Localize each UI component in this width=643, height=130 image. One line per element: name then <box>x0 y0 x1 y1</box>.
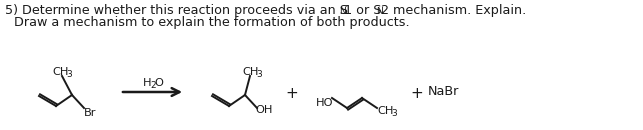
Text: CH: CH <box>377 106 394 116</box>
Text: O: O <box>154 78 163 88</box>
Text: NaBr: NaBr <box>428 85 459 98</box>
Text: +: + <box>410 86 422 101</box>
Text: 3: 3 <box>256 70 262 79</box>
Text: HO: HO <box>316 98 334 108</box>
Text: 1 or S: 1 or S <box>344 4 381 17</box>
Text: 3: 3 <box>66 70 72 79</box>
Text: CH: CH <box>242 67 258 77</box>
Text: Br: Br <box>84 108 96 118</box>
Text: +: + <box>285 86 298 101</box>
Text: N: N <box>339 8 346 17</box>
Text: CH: CH <box>52 67 69 77</box>
Text: Draw a mechanism to explain the formation of both products.: Draw a mechanism to explain the formatio… <box>14 16 410 29</box>
Text: 2 mechanism. Explain.: 2 mechanism. Explain. <box>381 4 526 17</box>
Text: 3: 3 <box>391 109 397 118</box>
Text: OH: OH <box>255 105 273 115</box>
Text: H: H <box>143 78 151 88</box>
Text: N: N <box>376 8 383 17</box>
Text: 5) Determine whether this reaction proceeds via an S: 5) Determine whether this reaction proce… <box>5 4 348 17</box>
Text: 2: 2 <box>150 81 156 90</box>
